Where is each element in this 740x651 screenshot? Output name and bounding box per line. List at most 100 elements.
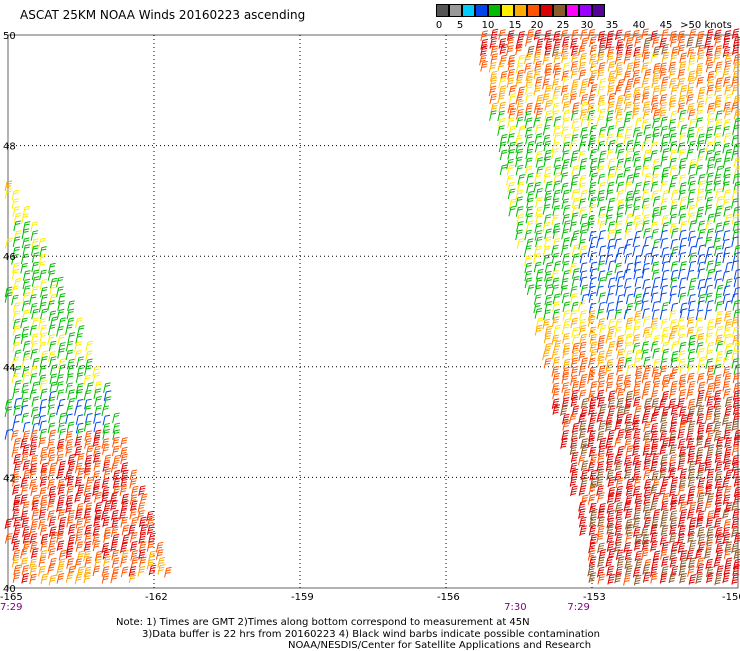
wind-barb [652,509,661,520]
wind-barb [12,262,20,274]
wind-barb [56,468,65,480]
wind-barb [706,213,715,225]
wind-barb [731,526,739,538]
wind-barb [571,342,580,354]
wind-barb [696,188,705,200]
wind-barb [713,261,722,273]
wind-barb [706,382,715,394]
wind-barb [697,278,706,290]
wind-barb [40,494,48,506]
wind-barb [39,420,47,431]
wind-barb [724,108,732,119]
wind-barb [578,389,587,401]
wind-barb [587,189,596,201]
wind-barb [507,117,515,128]
wind-barb [660,116,668,128]
wind-barb [704,454,713,465]
wind-barb [722,220,730,232]
wind-barb [597,542,605,554]
wind-barb [524,277,533,289]
wind-barb [597,213,605,225]
wind-barb [524,110,532,122]
wind-barb [56,308,65,320]
wind-barb [722,414,730,426]
wind-barb [39,469,48,480]
wind-barb [632,69,640,81]
chart-title: ASCAT 25KM NOAA Winds 20160223 ascending [20,8,306,22]
wind-barb [722,125,730,137]
wind-barb [499,134,508,145]
wind-barb [65,438,74,450]
wind-barb [571,253,580,264]
wind-barb [731,574,739,585]
wind-barb [571,268,580,279]
wind-barb [677,516,686,528]
wind-barb [614,238,622,249]
wind-barb [714,94,722,106]
wind-barb [641,534,650,545]
wind-barb [596,285,604,297]
wind-barb [30,348,38,360]
wind-barb [13,380,22,391]
wind-barb [733,166,740,177]
wind-barb [562,253,570,264]
wind-barb [588,572,597,583]
wind-barb [713,556,722,568]
wind-barb [137,502,146,513]
wind-barb [12,509,20,521]
wind-barb [706,164,714,175]
wind-barb [589,124,597,136]
legend-swatch [449,4,462,17]
wind-barb [695,109,704,121]
wind-barb [625,262,634,274]
wind-barb [569,413,577,424]
wind-barb [561,52,569,64]
wind-barb [589,341,598,353]
wind-barb [534,172,542,184]
wind-barb [686,94,694,105]
wind-barb [696,446,704,458]
wind-barb [687,60,696,71]
wind-barb [732,36,740,48]
wind-barb [571,197,580,209]
wind-barb [670,277,678,288]
wind-barb [571,165,579,177]
wind-barb [596,116,604,127]
wind-barb [551,141,560,153]
wind-barb [643,149,651,160]
wind-barb [83,374,91,386]
wind-barb [596,532,604,544]
wind-barb [535,188,543,199]
wind-barb [722,356,730,367]
wind-barb [633,396,641,408]
wind-barb [110,572,118,584]
wind-barb [533,84,542,96]
wind-barb [560,244,569,256]
wind-barb [29,478,37,490]
wind-barb [714,222,723,233]
wind-barb [732,397,740,409]
wind-barb [580,469,589,481]
wind-barb [606,46,615,58]
wind-barb [686,198,695,210]
wind-barb [677,117,685,129]
wind-barb [660,278,668,289]
wind-barb [534,124,543,135]
wind-barb [76,356,85,367]
wind-barb [660,318,668,330]
wind-barb [652,126,660,137]
wind-barb [525,212,534,224]
wind-barb [12,549,21,561]
wind-barb [670,189,679,201]
wind-barb [20,317,28,329]
wind-barb [562,117,570,128]
wind-barb [697,228,706,240]
wind-barb [129,508,137,520]
wind-barb [544,342,552,354]
wind-barb [39,453,48,465]
wind-barb [686,438,695,449]
wind-barb [634,276,643,287]
wind-barb [12,236,21,247]
wind-barb [723,548,732,559]
wind-barb [615,340,624,351]
